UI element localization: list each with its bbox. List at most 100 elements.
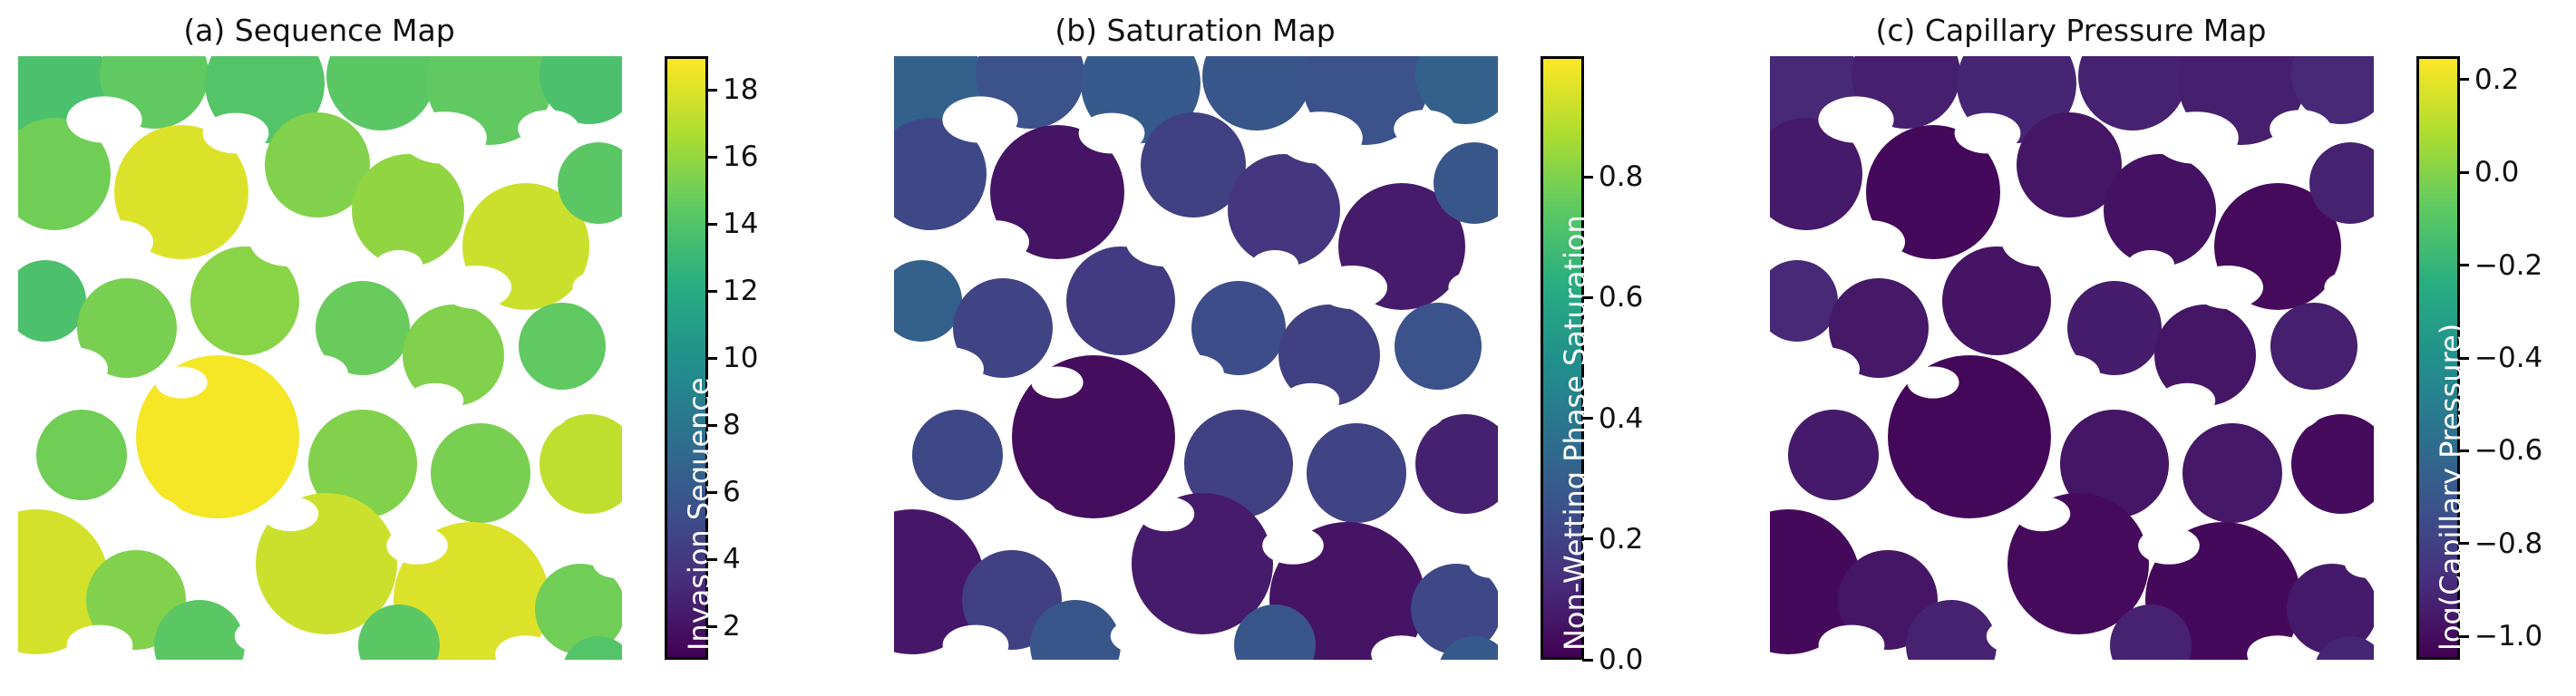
invaded-pore-region (2017, 112, 2122, 218)
solid-grain (402, 111, 487, 164)
solid-grain (1954, 112, 2021, 154)
invaded-pore-region (358, 604, 440, 660)
solid-grain (1412, 511, 1464, 544)
solid-grain (1371, 635, 1433, 660)
solid-grain (202, 112, 269, 154)
colorbar-tick (1582, 658, 1593, 662)
solid-grain (1262, 527, 1324, 565)
solid-grain (2247, 635, 2309, 660)
solid-grain (983, 495, 1059, 542)
solid-grain (1448, 271, 1498, 304)
invaded-pore-region (1906, 600, 1997, 660)
colorbar-tick-label: 18 (723, 73, 759, 106)
invaded-pore-region (990, 125, 1124, 259)
invaded-pore-region (540, 414, 622, 514)
invaded-pore-region (894, 118, 987, 230)
colorbar-tick (2458, 264, 2469, 267)
colorbar-tick-label: −0.8 (2474, 527, 2543, 560)
colorbar-tick (1582, 537, 1593, 541)
invaded-pore-region (1202, 56, 1311, 130)
solid-grain (2127, 250, 2174, 279)
colorbar-tick-label: 0.8 (1599, 160, 1644, 194)
colorbar-tick (2458, 356, 2469, 360)
invaded-pore-region (316, 281, 410, 375)
solid-grain (261, 496, 319, 532)
colorbar-tick-label: 10 (723, 342, 759, 374)
saturation-colorbar (1541, 56, 1584, 660)
invaded-pore-region (540, 56, 622, 124)
solid-grain (1125, 217, 1207, 267)
invaded-pore-region (1234, 604, 1316, 660)
colorbar-tick (2458, 170, 2469, 174)
solid-grain (2013, 496, 2071, 532)
solid-grain (249, 217, 331, 267)
solid-grain (942, 624, 1009, 660)
invaded-pore-region (1770, 509, 1861, 654)
solid-grain (1375, 388, 1446, 431)
solid-grain (913, 347, 984, 391)
colorbar-tick (1582, 295, 1593, 299)
panel-a-title: (a) Sequence Map (183, 13, 455, 48)
solid-grain (2288, 511, 2340, 544)
invaded-pore-region (18, 118, 111, 230)
colorbar-tick-label: 0.2 (1599, 522, 1644, 556)
colorbar-tick-label: −0.4 (2474, 342, 2543, 374)
solid-grain (107, 495, 183, 542)
solid-grain (66, 624, 133, 660)
solid-grain (234, 618, 292, 654)
invaded-pore-region (535, 564, 622, 654)
solid-grain (1251, 250, 1298, 279)
invaded-pore-region (1942, 246, 2051, 355)
invaded-pore-region (77, 278, 177, 378)
invaded-pore-region (558, 142, 622, 224)
invaded-pore-region (1829, 278, 1929, 378)
invaded-pore-region (1191, 281, 1286, 375)
invaded-pore-region (1066, 246, 1175, 355)
invaded-pore-region (1434, 142, 1498, 224)
invaded-pore-region (1030, 600, 1121, 660)
colorbar-tick-label: 0.0 (2474, 156, 2520, 189)
invaded-pore-region (2060, 410, 2169, 518)
invaded-pore-region (2309, 142, 2374, 224)
colorbar-tick (706, 557, 717, 561)
sequence-heatmap (18, 56, 622, 660)
colorbar-tick (706, 155, 717, 159)
invaded-pore-region (2287, 564, 2374, 654)
solid-grain (287, 354, 348, 392)
invaded-pore-region (519, 303, 606, 390)
solid-grain (2345, 549, 2374, 578)
invaded-pore-region (36, 410, 127, 500)
solid-grain (942, 96, 1018, 143)
colorbar-tick (2458, 78, 2469, 82)
panel-c-title: (c) Capillary Pressure Map (1875, 13, 2267, 48)
invaded-pore-region (1141, 112, 1246, 218)
sequence-colorbar (665, 56, 708, 660)
invaded-pore-region (1788, 410, 1879, 500)
solid-grain (1394, 110, 1455, 148)
colorbar-tick-label: 0.4 (1599, 401, 1644, 435)
invaded-pore-region (1411, 564, 1498, 654)
invaded-pore-region (1415, 56, 1498, 124)
solid-grain (1818, 96, 1894, 143)
invaded-pore-region (2291, 56, 2374, 124)
invaded-pore-region (1307, 423, 1406, 523)
solid-grain (2251, 388, 2322, 431)
invaded-pore-region (1278, 304, 1380, 406)
invaded-pore-region (403, 304, 504, 406)
colorbar-tick-label: 0.6 (1599, 281, 1644, 314)
solid-grain (155, 366, 208, 399)
invaded-pore-region (1415, 414, 1498, 514)
colorbar-tick (706, 88, 717, 92)
invaded-pore-region (564, 636, 622, 660)
capillary-pressure-colorbar-label: log(Capillary Pressure) (2434, 323, 2468, 651)
colorbar-tick (706, 356, 717, 360)
colorbar-tick-label: 2 (723, 610, 741, 643)
colorbar-tick (2458, 634, 2469, 638)
solid-grain (1986, 618, 2044, 654)
solid-grain (1282, 382, 1340, 419)
invaded-pore-region (2067, 281, 2162, 375)
invaded-pore-region (2316, 636, 2374, 660)
invaded-pore-region (894, 509, 985, 654)
invaded-pore-region (1866, 125, 2000, 259)
colorbar-tick-label: 14 (723, 208, 759, 240)
